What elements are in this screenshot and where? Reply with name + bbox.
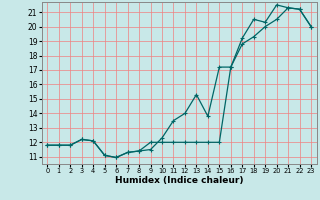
X-axis label: Humidex (Indice chaleur): Humidex (Indice chaleur) xyxy=(115,176,244,185)
